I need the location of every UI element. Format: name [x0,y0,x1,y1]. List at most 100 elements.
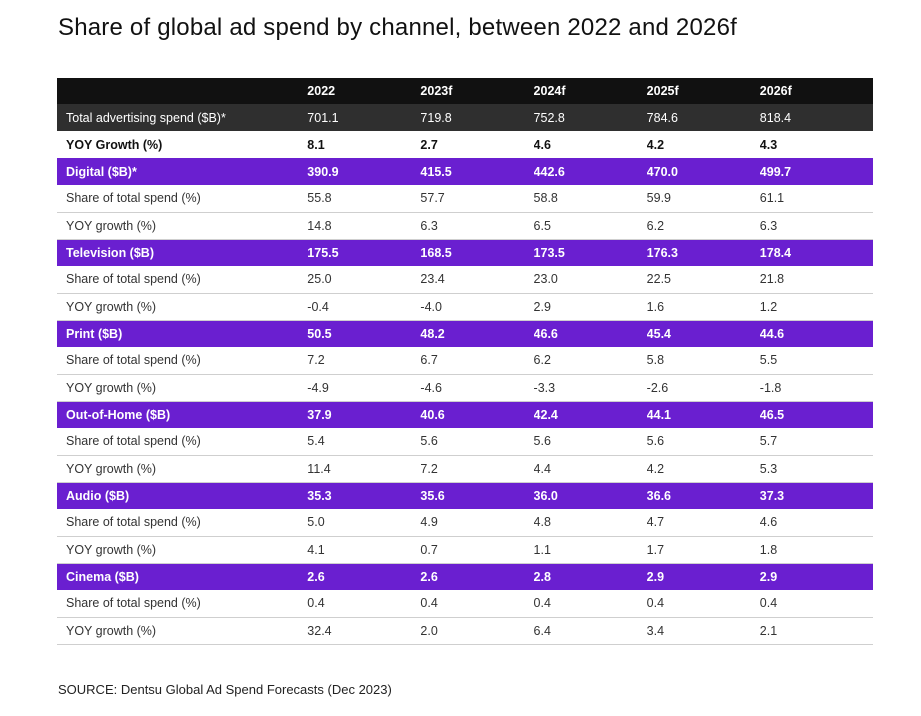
row-label: Television ($B) [57,239,308,266]
table-row-channel: Digital ($B)* 390.9 415.5 442.6 470.0 499.7 [57,158,873,185]
table-cell-value: 4.1 [307,536,421,564]
table-cell-value: 4.7 [646,509,760,537]
table-row-total: Total advertising spend ($B)* 701.1 719.8 7… [57,104,873,131]
table-cell-value: 0.4 [307,590,421,618]
row-label: Share of total spend (%) [57,266,308,294]
table-cell-value: 0.4 [646,590,760,618]
table-cell-value: 6.3 [759,212,873,240]
table-cell-value: 42.4 [533,401,647,428]
table-cell-value: 415.5 [420,158,534,185]
table-cell-value: 499.7 [759,158,873,185]
table-cell-value: -0.4 [307,293,421,321]
table-cell-value: 2.0 [420,617,534,645]
column-header: 2026f [759,78,873,104]
table-cell-value: 61.1 [759,185,873,213]
row-label: YOY growth (%) [57,536,308,564]
table-row-channel: Print ($B) 50.5 48.2 46.6 45.4 44.6 [57,320,873,347]
table-cell-value: 55.8 [307,185,421,213]
table-cell-value: 21.8 [759,266,873,294]
table-cell-value: 4.6 [759,509,873,537]
table-cell-value: 442.6 [533,158,647,185]
row-label: YOY growth (%) [57,212,308,240]
table-cell-value: 11.4 [307,455,421,483]
table-cell-value: 752.8 [533,104,647,131]
row-label: YOY Growth (%) [57,131,308,158]
row-label: Print ($B) [57,320,308,347]
table-cell-value: 5.0 [307,509,421,537]
table-cell-value: 4.9 [420,509,534,537]
table-cell-value: 719.8 [420,104,534,131]
table-cell-value: 5.6 [646,428,760,456]
table-row-sub: YOY growth (%) -4.9 -4.6 -3.3 -2.6 -1.8 [57,374,873,402]
table-cell-value: 1.1 [533,536,647,564]
table-cell-value: 58.8 [533,185,647,213]
table-cell-value: 6.2 [646,212,760,240]
table-cell-value: 37.9 [307,401,421,428]
table-row-yoy-total: YOY Growth (%) 8.1 2.7 4.6 4.2 4.3 [57,131,873,158]
row-label: Out-of-Home ($B) [57,401,308,428]
table-row-sub: YOY growth (%) 32.4 2.0 6.4 3.4 2.1 [57,617,873,645]
table-cell-value: 0.4 [533,590,647,618]
table-cell-value: 50.5 [307,320,421,347]
row-label: YOY growth (%) [57,617,308,645]
table-row-sub: YOY growth (%) 14.8 6.3 6.5 6.2 6.3 [57,212,873,240]
table-cell-value: 7.2 [307,347,421,375]
table-cell-value: 3.4 [646,617,760,645]
table-cell-value: 0.4 [420,590,534,618]
table-row-sub: Share of total spend (%) 0.4 0.4 0.4 0.4 0.4 [57,590,873,618]
table-cell-value: 2.6 [420,563,534,590]
table-cell-value: 14.8 [307,212,421,240]
table-cell-value: 2.9 [646,563,760,590]
column-header: 2025f [646,78,760,104]
table-cell-value: 36.0 [533,482,647,509]
table-cell-value: 35.3 [307,482,421,509]
table-cell-value: 4.3 [759,131,873,158]
table-row-sub: Share of total spend (%) 5.4 5.6 5.6 5.6 5.7 [57,428,873,456]
table-cell-value: -1.8 [759,374,873,402]
table-cell-value: 0.4 [759,590,873,618]
table-row-sub: Share of total spend (%) 55.8 57.7 58.8 59.9… [57,185,873,213]
table-cell-value: 6.3 [420,212,534,240]
table-cell-value: -2.6 [646,374,760,402]
table-header-row: 2022 2023f 2024f 2025f 2026f [57,78,873,104]
table-cell-value: 2.8 [533,563,647,590]
column-header: 2023f [420,78,534,104]
table-cell-value: 6.5 [533,212,647,240]
table-cell-value: -4.0 [420,293,534,321]
table-row-channel: Television ($B) 175.5 168.5 173.5 176.3 178.4 [57,239,873,266]
column-header [57,78,308,104]
table-cell-value: 1.2 [759,293,873,321]
row-label: Cinema ($B) [57,563,308,590]
table-cell-value: 5.8 [646,347,760,375]
table-cell-value: 1.6 [646,293,760,321]
table-cell-value: 45.4 [646,320,760,347]
table-cell-value: 8.1 [307,131,421,158]
table-cell-value: 2.6 [307,563,421,590]
table-cell-value: 701.1 [307,104,421,131]
ad-spend-table: 2022 2023f 2024f 2025f 2026f Total adver… [57,78,873,645]
table-cell-value: 818.4 [759,104,873,131]
table-cell-value: 2.9 [533,293,647,321]
source-note: SOURCE: Dentsu Global Ad Spend Forecasts… [58,682,392,697]
table-cell-value: 4.2 [646,131,760,158]
table-cell-value: 4.2 [646,455,760,483]
table-row-channel: Cinema ($B) 2.6 2.6 2.8 2.9 2.9 [57,563,873,590]
row-label: Digital ($B)* [57,158,308,185]
table-cell-value: 44.1 [646,401,760,428]
table-cell-value: 6.7 [420,347,534,375]
table-cell-value: -4.9 [307,374,421,402]
table-cell-value: 6.2 [533,347,647,375]
table-cell-value: 4.4 [533,455,647,483]
row-label: YOY growth (%) [57,455,308,483]
row-label: Total advertising spend ($B)* [57,104,308,131]
table-cell-value: 2.9 [759,563,873,590]
table-cell-value: 5.6 [533,428,647,456]
table-row-sub: YOY growth (%) 11.4 7.2 4.4 4.2 5.3 [57,455,873,483]
column-header: 2022 [307,78,421,104]
row-label: Share of total spend (%) [57,347,308,375]
table-row-sub: Share of total spend (%) 7.2 6.7 6.2 5.8 5.5 [57,347,873,375]
table-cell-value: 470.0 [646,158,760,185]
table-cell-value: 1.8 [759,536,873,564]
row-label: Audio ($B) [57,482,308,509]
table-cell-value: 784.6 [646,104,760,131]
